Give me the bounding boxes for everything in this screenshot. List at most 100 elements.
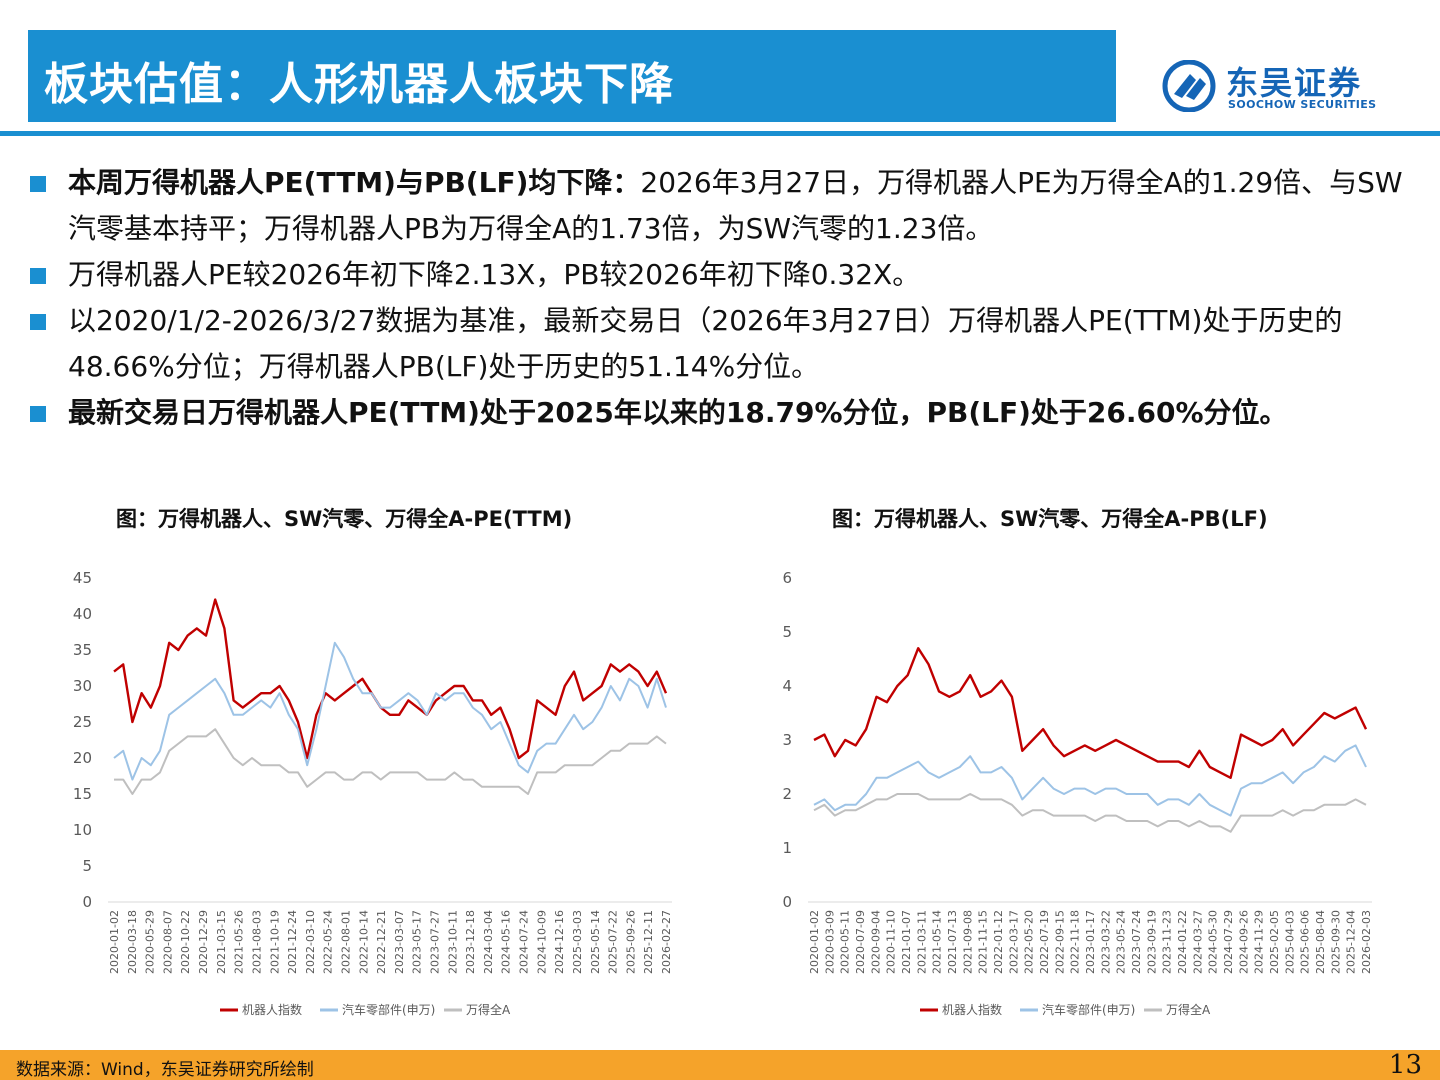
x-tick-label: 2024-07-29 bbox=[1222, 910, 1235, 974]
y-tick-label: 25 bbox=[73, 713, 92, 731]
x-tick-label: 2020-03-09 bbox=[823, 910, 836, 974]
bullet-item: 万得机器人PE较2026年初下降2.13X，PB较2026年初下降0.32X。 bbox=[24, 252, 1420, 298]
pb-chart-title: 图：万得机器人、SW汽零、万得全A-PB(LF) bbox=[832, 507, 1268, 531]
x-tick-label: 2023-05-24 bbox=[1115, 910, 1128, 974]
x-tick-label: 2022-03-17 bbox=[1007, 910, 1020, 974]
bullet-text: 以2020/1/2-2026/3/27数据为基准，最新交易日（2026年3月27… bbox=[68, 304, 1343, 383]
x-tick-label: 2023-07-24 bbox=[1130, 910, 1143, 974]
x-tick-label: 2022-05-20 bbox=[1023, 910, 1036, 974]
x-tick-label: 2024-07-24 bbox=[518, 910, 531, 974]
x-tick-label: 2022-12-21 bbox=[375, 910, 388, 974]
x-tick-label: 2021-07-13 bbox=[946, 910, 959, 974]
x-tick-label: 2022-08-01 bbox=[339, 910, 352, 974]
x-tick-label: 2022-03-10 bbox=[304, 910, 317, 974]
x-tick-label: 2023-05-17 bbox=[411, 910, 424, 974]
x-tick-label: 2025-04-03 bbox=[1283, 910, 1296, 974]
bullet-list: 本周万得机器人PE(TTM)与PB(LF)均下降：2026年3月27日，万得机器… bbox=[24, 160, 1420, 436]
y-tick-label: 30 bbox=[73, 677, 92, 695]
x-tick-label: 2022-07-19 bbox=[1038, 910, 1051, 974]
y-tick-label: 4 bbox=[782, 677, 792, 695]
y-tick-label: 45 bbox=[73, 569, 92, 587]
pe-chart-title: 图：万得机器人、SW汽零、万得全A-PE(TTM) bbox=[116, 507, 573, 531]
series-line-1 bbox=[813, 744, 1367, 817]
x-tick-label: 2023-12-18 bbox=[464, 910, 477, 974]
x-tick-label: 2024-01-22 bbox=[1176, 910, 1189, 974]
legend-label: 万得全A bbox=[1166, 1002, 1211, 1017]
logo-name-en: SOOCHOW SECURITIES bbox=[1228, 98, 1377, 111]
y-tick-label: 6 bbox=[782, 569, 792, 587]
y-tick-label: 5 bbox=[82, 857, 92, 875]
x-tick-label: 2022-10-14 bbox=[357, 910, 370, 974]
x-tick-label: 2025-07-22 bbox=[607, 910, 620, 974]
y-tick-label: 1 bbox=[782, 839, 792, 857]
legend-label: 汽车零部件(申万) bbox=[1042, 1002, 1135, 1017]
x-tick-label: 2023-03-22 bbox=[1099, 910, 1112, 974]
page-title: 板块估值：人形机器人板块下降 bbox=[44, 59, 674, 110]
x-tick-label: 2024-03-04 bbox=[482, 910, 495, 974]
data-source: 数据来源：Wind，东吴证券研究所绘制 bbox=[16, 1060, 314, 1080]
x-tick-label: 2026-02-27 bbox=[660, 910, 673, 974]
bullet-item: 本周万得机器人PE(TTM)与PB(LF)均下降：2026年3月27日，万得机器… bbox=[24, 160, 1420, 252]
x-tick-label: 2022-05-24 bbox=[322, 910, 335, 974]
series-line-2 bbox=[813, 793, 1367, 833]
y-tick-label: 5 bbox=[782, 623, 792, 641]
x-tick-label: 2020-03-18 bbox=[126, 910, 139, 974]
logo-name-cn: 东吴证券 bbox=[1226, 64, 1363, 102]
x-tick-label: 2021-11-15 bbox=[977, 910, 990, 974]
y-tick-label: 35 bbox=[73, 641, 92, 659]
x-tick-label: 2023-09-19 bbox=[1145, 910, 1158, 974]
x-tick-label: 2023-11-23 bbox=[1161, 910, 1174, 974]
series-line-0 bbox=[813, 646, 1368, 780]
x-tick-label: 2024-11-29 bbox=[1253, 910, 1266, 974]
y-tick-label: 0 bbox=[782, 893, 792, 911]
bullet-item: 以2020/1/2-2026/3/27数据为基准，最新交易日（2026年3月27… bbox=[24, 298, 1420, 390]
title-bar: 板块估值：人形机器人板块下降 bbox=[28, 30, 1116, 122]
x-tick-label: 2020-08-07 bbox=[161, 910, 174, 974]
y-tick-label: 10 bbox=[73, 821, 92, 839]
x-tick-label: 2021-05-26 bbox=[233, 910, 246, 974]
footer-bar: 数据来源：Wind，东吴证券研究所绘制 13 bbox=[0, 1050, 1440, 1080]
x-tick-label: 2020-11-10 bbox=[885, 910, 898, 974]
x-tick-label: 2020-07-09 bbox=[854, 910, 867, 974]
x-tick-label: 2025-03-03 bbox=[571, 910, 584, 974]
y-tick-label: 2 bbox=[782, 785, 792, 803]
series-line-2 bbox=[114, 728, 667, 795]
y-tick-label: 20 bbox=[73, 749, 92, 767]
legend-label: 万得全A bbox=[466, 1002, 511, 1017]
x-tick-label: 2024-12-16 bbox=[553, 910, 566, 974]
header-divider bbox=[0, 131, 1440, 136]
x-tick-label: 2020-05-29 bbox=[144, 910, 157, 974]
bullet-square-icon bbox=[30, 176, 46, 192]
x-tick-label: 2020-01-02 bbox=[108, 910, 121, 974]
series-line-1 bbox=[113, 641, 667, 781]
bullet-bold-text: 本周万得机器人PE(TTM)与PB(LF)均下降： bbox=[68, 166, 641, 199]
page-number: 13 bbox=[1388, 1050, 1422, 1080]
series-line-0 bbox=[113, 598, 668, 760]
soochow-logo-icon bbox=[1162, 60, 1216, 112]
x-tick-label: 2024-10-09 bbox=[535, 910, 548, 974]
x-tick-label: 2020-09-04 bbox=[869, 910, 882, 974]
y-tick-label: 40 bbox=[73, 605, 92, 623]
x-tick-label: 2021-05-14 bbox=[931, 910, 944, 974]
y-tick-label: 0 bbox=[82, 893, 92, 911]
bullet-square-icon bbox=[30, 406, 46, 422]
x-tick-label: 2025-02-05 bbox=[1268, 910, 1281, 974]
x-tick-label: 2022-09-15 bbox=[1053, 910, 1066, 974]
bullet-square-icon bbox=[30, 268, 46, 284]
x-tick-label: 2020-05-11 bbox=[839, 910, 852, 974]
x-tick-label: 2024-05-16 bbox=[500, 910, 513, 974]
x-tick-label: 2025-12-04 bbox=[1345, 910, 1358, 974]
y-tick-label: 3 bbox=[782, 731, 792, 749]
x-tick-label: 2025-12-11 bbox=[642, 910, 655, 974]
x-tick-label: 2025-06-06 bbox=[1299, 910, 1312, 974]
x-tick-label: 2023-03-07 bbox=[393, 910, 406, 974]
x-tick-label: 2021-12-24 bbox=[286, 910, 299, 974]
soochow-logo: 东吴证券 SOOCHOW SECURITIES bbox=[1160, 58, 1400, 118]
x-tick-label: 2022-11-18 bbox=[1069, 910, 1082, 974]
x-tick-label: 2021-09-08 bbox=[961, 910, 974, 974]
x-tick-label: 2025-09-26 bbox=[624, 910, 637, 974]
legend-label: 机器人指数 bbox=[242, 1002, 302, 1017]
x-tick-label: 2024-03-27 bbox=[1191, 910, 1204, 974]
x-tick-label: 2020-10-22 bbox=[179, 910, 192, 974]
